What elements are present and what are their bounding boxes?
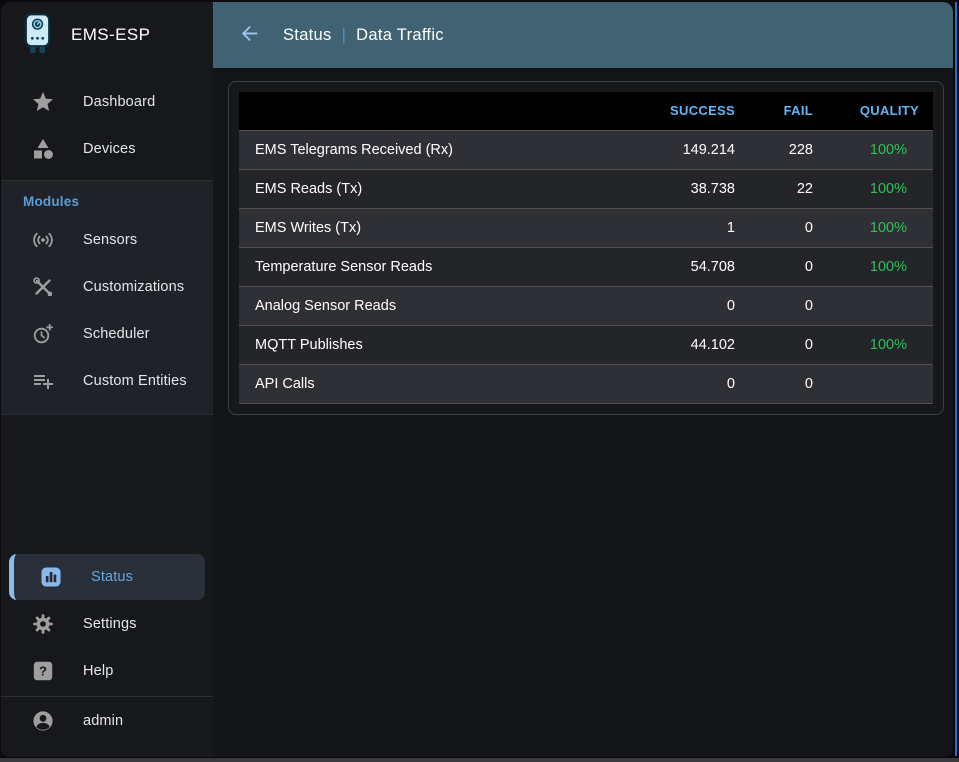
sidebar-spacer xyxy=(1,415,213,554)
success-value: 54.708 xyxy=(690,258,735,275)
playlist-add-icon xyxy=(31,369,55,393)
metric-name: EMS Telegrams Received (Rx) xyxy=(255,141,453,158)
sidebar-item-label: Dashboard xyxy=(83,93,156,110)
quality-value xyxy=(827,286,933,325)
clock-plus-icon xyxy=(31,322,55,346)
success-value: 44.102 xyxy=(690,336,735,353)
arrow-back-icon xyxy=(238,22,261,48)
sidebar-item-label: Devices xyxy=(83,140,136,157)
success-value: 38.738 xyxy=(690,180,735,197)
sidebar-modules-section: Modules Sensors xyxy=(1,180,213,415)
sidebar-item-customizations[interactable]: Customizations xyxy=(1,263,213,310)
sensors-icon xyxy=(31,228,55,252)
success-value: 0 xyxy=(726,375,735,392)
sidebar-item-sensors[interactable]: Sensors xyxy=(1,216,213,263)
table-row: Analog Sensor Reads 0 0 xyxy=(239,286,933,325)
metric-name: EMS Reads (Tx) xyxy=(255,180,363,197)
sidebar-item-admin[interactable]: admin xyxy=(1,697,213,744)
gear-icon xyxy=(31,612,55,636)
column-header-fail: FAIL xyxy=(783,103,813,119)
sidebar-nav-top: Dashboard Devices xyxy=(1,68,213,180)
metric-name: API Calls xyxy=(255,375,315,392)
success-value: 149.214 xyxy=(682,141,735,158)
sidebar-item-label: Custom Entities xyxy=(83,372,187,389)
fail-value: 228 xyxy=(788,141,813,158)
column-header-name xyxy=(239,92,637,130)
fail-value: 0 xyxy=(804,258,813,275)
table-row: API Calls 0 0 xyxy=(239,364,933,403)
quality-value: 100% xyxy=(869,258,907,275)
table-row: Temperature Sensor Reads 54.708 0 100% xyxy=(239,247,933,286)
svg-text:?: ? xyxy=(39,663,47,678)
help-icon: ? xyxy=(31,659,55,683)
metric-name: MQTT Publishes xyxy=(255,336,363,353)
column-header-quality: QUALITY xyxy=(859,103,919,119)
fail-value: 0 xyxy=(804,375,813,392)
app-title: EMS-ESP xyxy=(71,25,151,44)
quality-value: 100% xyxy=(869,219,907,236)
quality-value: 100% xyxy=(869,141,907,158)
sidebar-item-label: Customizations xyxy=(83,278,185,295)
page-title-separator: | xyxy=(341,25,347,44)
column-header-success: SUCCESS xyxy=(670,103,735,119)
category-icon xyxy=(31,137,55,161)
sidebar-item-dashboard[interactable]: Dashboard xyxy=(1,78,213,125)
sidebar-nav-user: admin xyxy=(1,697,213,757)
sidebar-item-scheduler[interactable]: Scheduler xyxy=(1,310,213,357)
app-header-bar: Status | Data Traffic xyxy=(213,2,953,68)
metric-name: EMS Writes (Tx) xyxy=(255,219,362,236)
modules-section-header: Modules xyxy=(23,194,80,209)
table-row: EMS Writes (Tx) 1 0 100% xyxy=(239,208,933,247)
sidebar-item-label: Sensors xyxy=(83,231,138,248)
sidebar-item-custom-entities[interactable]: Custom Entities xyxy=(1,357,213,404)
sidebar-item-label: Settings xyxy=(83,615,137,632)
content-area: SUCCESS FAIL QUALITY EMS Telegrams Recei… xyxy=(213,68,953,757)
fail-value: 22 xyxy=(796,180,813,197)
table-row: EMS Telegrams Received (Rx) 149.214 228 … xyxy=(239,130,933,169)
account-circle-icon xyxy=(31,709,55,733)
sidebar-item-label: Scheduler xyxy=(83,325,150,342)
fail-value: 0 xyxy=(804,336,813,353)
quality-value: 100% xyxy=(869,180,907,197)
star-icon xyxy=(31,90,55,114)
sidebar: EMS-ESP Dashboard Devices Modules xyxy=(1,2,213,757)
metric-name: Temperature Sensor Reads xyxy=(255,258,433,275)
fail-value: 0 xyxy=(804,219,813,236)
sidebar-item-label: Status xyxy=(91,569,134,585)
sidebar-nav-bottom: Status Settings xyxy=(1,554,213,694)
tools-icon xyxy=(31,275,55,299)
sidebar-item-label: admin xyxy=(83,712,124,729)
back-button[interactable] xyxy=(229,15,269,55)
sidebar-item-settings[interactable]: Settings xyxy=(1,600,213,647)
page-title-page: Data Traffic xyxy=(356,25,444,44)
sidebar-item-help[interactable]: ? Help xyxy=(1,647,213,694)
page-title-section: Status xyxy=(283,25,332,44)
ems-esp-logo-icon xyxy=(21,12,55,58)
success-value: 1 xyxy=(726,219,735,236)
sidebar-divider xyxy=(1,696,213,697)
quality-value: 100% xyxy=(869,336,907,353)
data-traffic-table: SUCCESS FAIL QUALITY EMS Telegrams Recei… xyxy=(239,92,933,404)
data-traffic-card: SUCCESS FAIL QUALITY EMS Telegrams Recei… xyxy=(228,81,944,415)
table-row: EMS Reads (Tx) 38.738 22 100% xyxy=(239,169,933,208)
page-title: Status | Data Traffic xyxy=(283,26,444,45)
success-value: 0 xyxy=(726,297,735,314)
sidebar-item-status[interactable]: Status xyxy=(9,554,205,600)
table-row: MQTT Publishes 44.102 0 100% xyxy=(239,325,933,364)
bar-chart-icon xyxy=(39,565,63,589)
table-header-row: SUCCESS FAIL QUALITY xyxy=(239,92,933,130)
sidebar-item-label: Help xyxy=(83,662,114,679)
sidebar-item-devices[interactable]: Devices xyxy=(1,125,213,172)
metric-name: Analog Sensor Reads xyxy=(255,297,397,314)
main-area: Status | Data Traffic SUCCESS FAIL QUALI… xyxy=(213,2,953,757)
sidebar-header: EMS-ESP xyxy=(1,2,213,68)
fail-value: 0 xyxy=(804,297,813,314)
quality-value xyxy=(827,364,933,403)
